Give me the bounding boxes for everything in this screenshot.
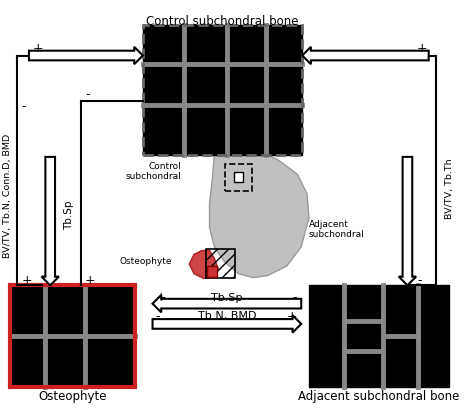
Bar (143, 25, 302, 155)
Polygon shape (42, 157, 59, 285)
Text: Adjacent subchondral bone: Adjacent subchondral bone (298, 390, 459, 403)
Polygon shape (29, 47, 143, 64)
Text: Adjacent
subchondral: Adjacent subchondral (309, 220, 365, 239)
Text: Control subchondral bone: Control subchondral bone (146, 15, 298, 28)
Text: Tb.Sp: Tb.Sp (211, 293, 243, 303)
Bar (234, 172, 243, 182)
Bar (206, 249, 235, 278)
Text: +: + (287, 310, 297, 323)
Polygon shape (399, 157, 416, 285)
Text: -: - (21, 100, 26, 113)
Text: +: + (21, 274, 32, 287)
Text: Osteophyte: Osteophyte (119, 257, 172, 266)
Bar (143, 25, 302, 155)
Polygon shape (153, 315, 301, 333)
Text: BV/TV, Tb.Th: BV/TV, Tb.Th (446, 158, 455, 219)
Bar (9, 285, 135, 387)
Text: Control
subchondral: Control subchondral (126, 162, 182, 181)
Bar (207, 266, 217, 277)
Text: BV/TV, Tb.N, Conn.D, BMD: BV/TV, Tb.N, Conn.D, BMD (3, 134, 12, 257)
Text: -: - (155, 310, 160, 323)
Bar (225, 164, 252, 191)
Text: +: + (33, 42, 44, 55)
Bar (309, 285, 449, 387)
Text: +: + (85, 274, 96, 287)
Polygon shape (210, 147, 309, 278)
Text: -: - (417, 274, 421, 287)
Text: Tb.N, BMD: Tb.N, BMD (198, 311, 256, 321)
Polygon shape (189, 251, 218, 278)
Text: -: - (85, 88, 90, 101)
Text: +: + (417, 42, 428, 55)
Text: +: + (155, 291, 166, 304)
Polygon shape (153, 295, 301, 312)
Text: Osteophyte: Osteophyte (38, 390, 107, 403)
Text: -: - (293, 291, 297, 304)
Text: Tb.Sp: Tb.Sp (64, 200, 74, 230)
Polygon shape (302, 47, 428, 64)
Bar (9, 285, 135, 387)
